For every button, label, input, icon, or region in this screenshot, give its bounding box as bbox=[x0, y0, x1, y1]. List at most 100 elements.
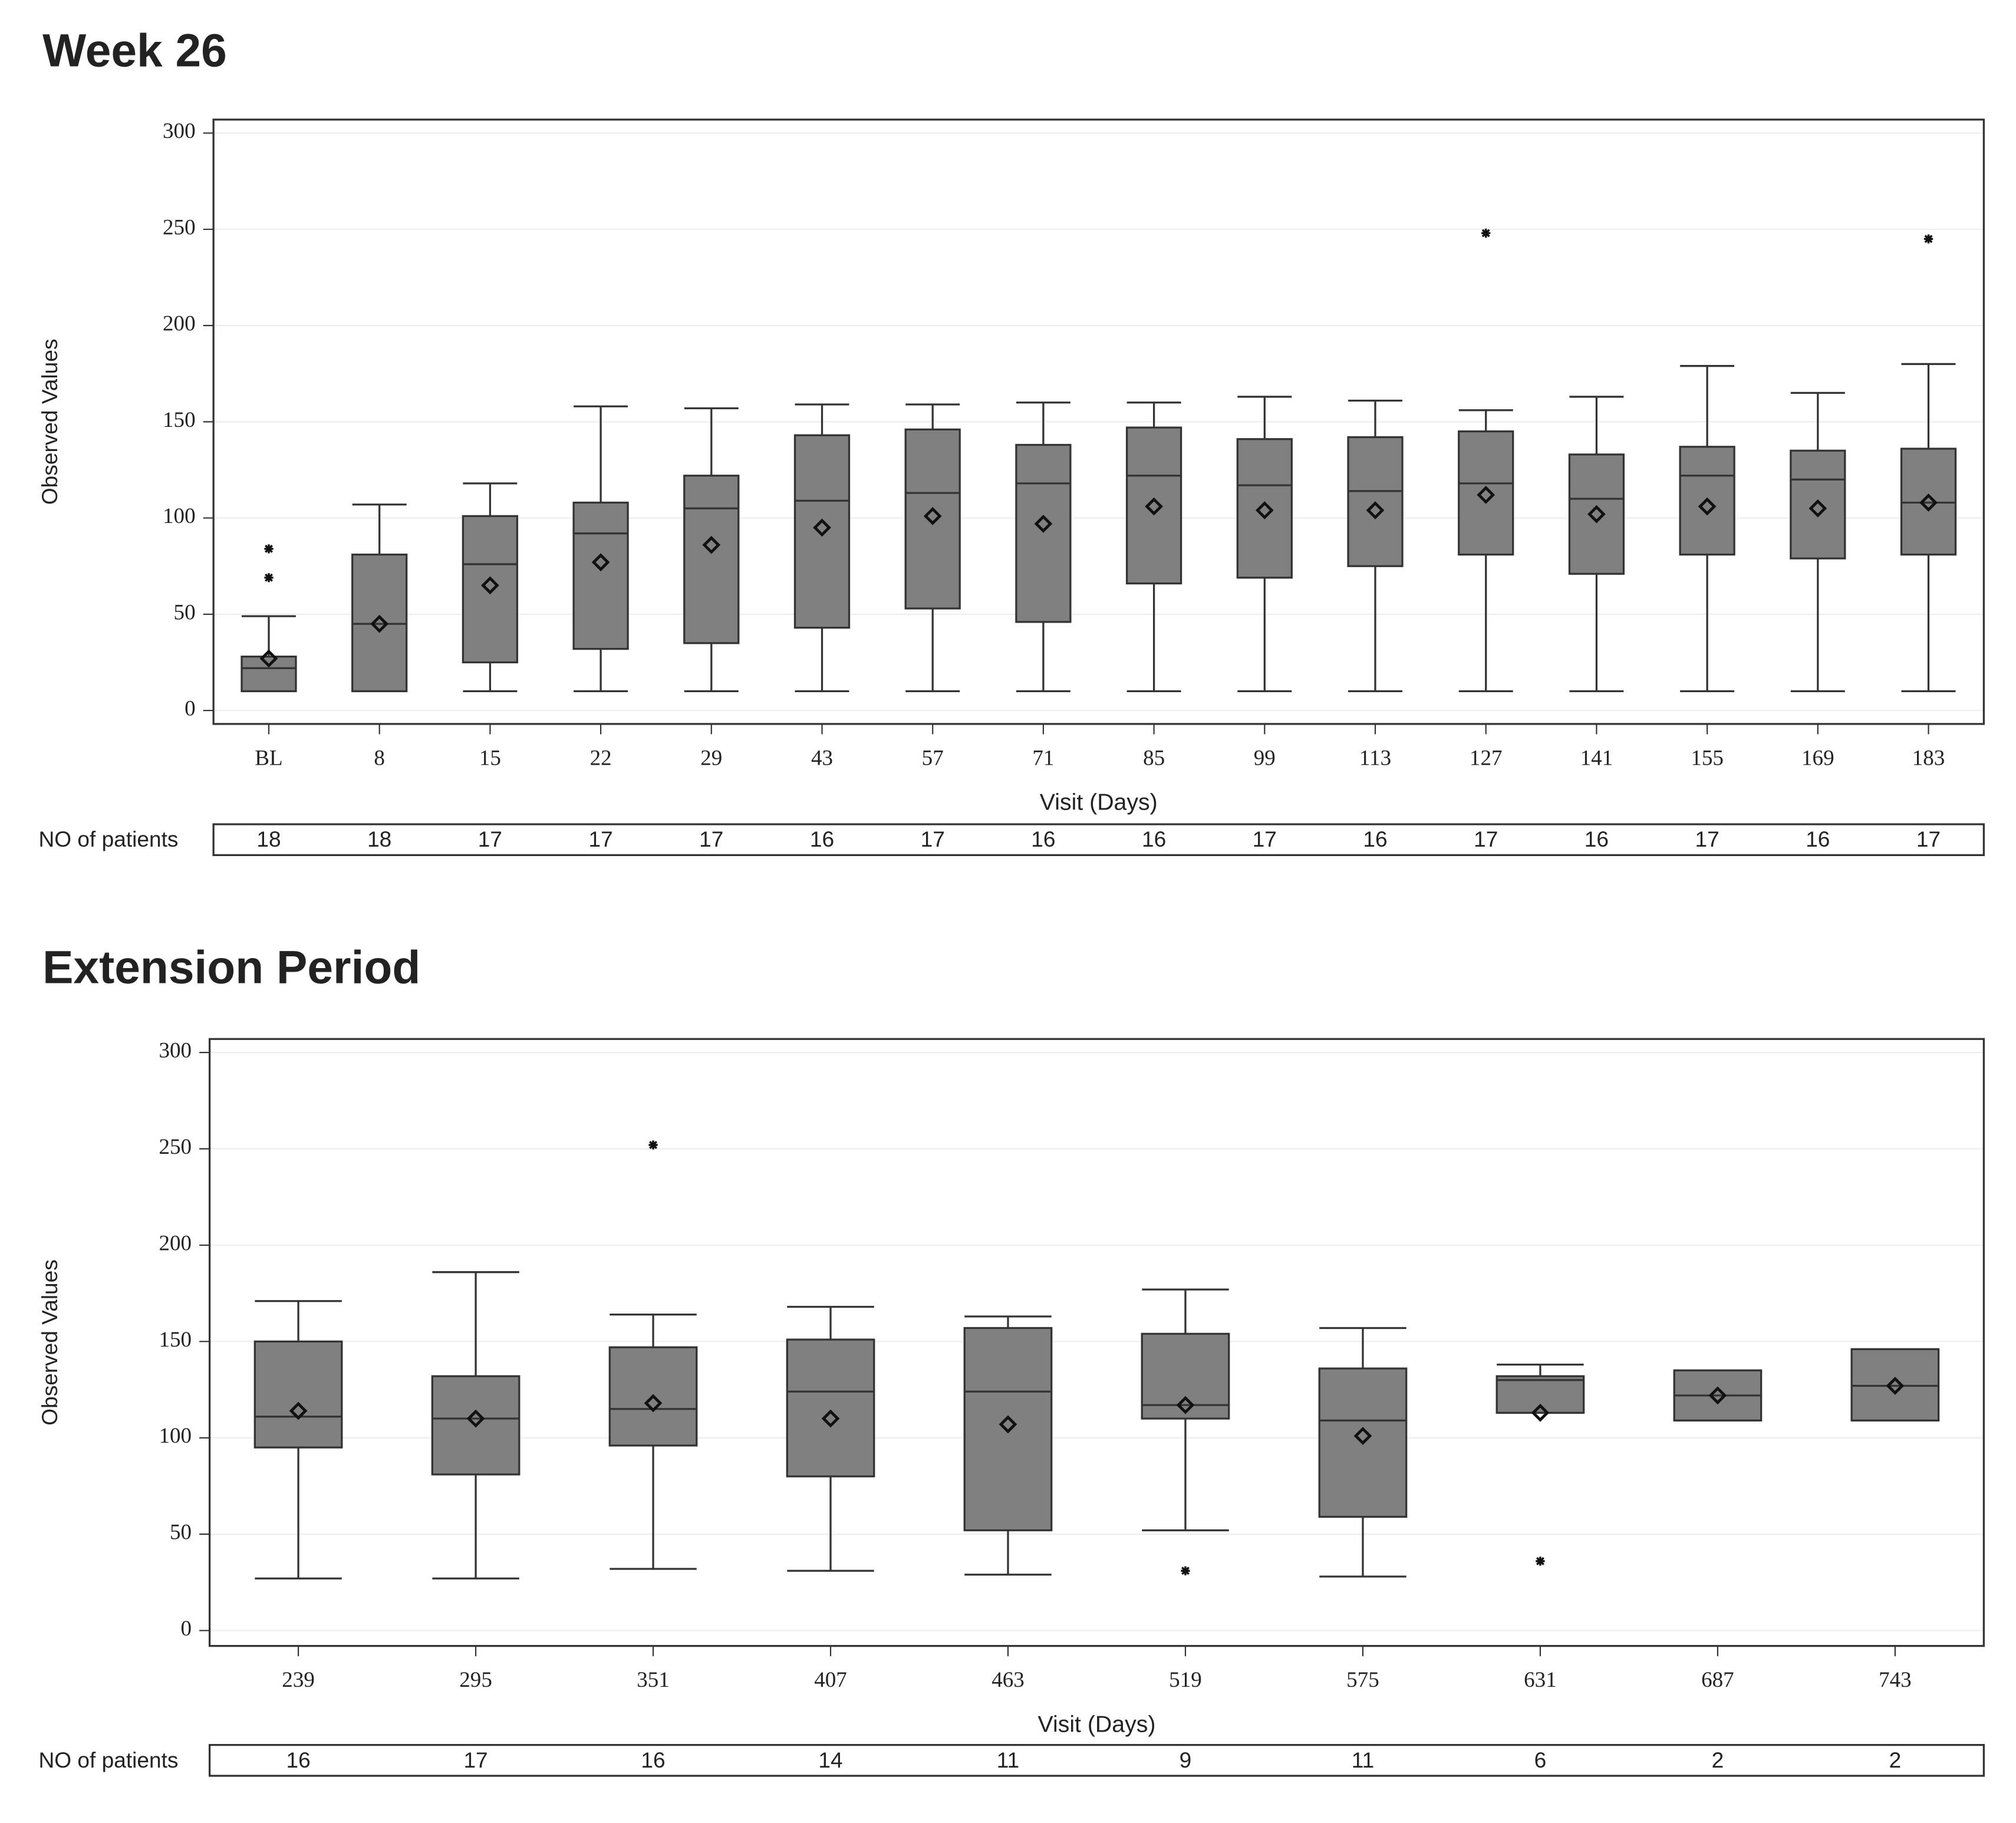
mean-marker bbox=[1034, 514, 1053, 533]
box bbox=[1015, 443, 1072, 623]
table-frame bbox=[212, 823, 1985, 856]
mean-marker bbox=[370, 614, 389, 633]
table-value: 2 bbox=[1712, 1748, 1724, 1772]
x-tick-label: 463 bbox=[991, 1668, 1025, 1692]
table-value: 16 bbox=[1585, 827, 1609, 851]
x-tick-label: 85 bbox=[1143, 746, 1165, 770]
y-tick-label: 0 bbox=[185, 697, 196, 721]
y-tick-label: 300 bbox=[159, 1039, 192, 1063]
y-tick-label: 150 bbox=[163, 408, 196, 432]
x-tick-label: 351 bbox=[637, 1668, 670, 1692]
box-chart: Extension Period 0 50 100 150 200 250 300 Observ… bbox=[37, 941, 1985, 1777]
box bbox=[1790, 449, 1846, 560]
table-frame bbox=[208, 1743, 1985, 1777]
outlier bbox=[1536, 1557, 1545, 1566]
mean-marker bbox=[1531, 1403, 1550, 1422]
x-tick-label: 687 bbox=[1701, 1668, 1734, 1692]
mean-marker bbox=[1366, 501, 1385, 519]
y-tick-label: 200 bbox=[159, 1231, 192, 1255]
table-value: 16 bbox=[1142, 827, 1166, 851]
table-value: 16 bbox=[1363, 827, 1387, 851]
y-tick-label: 200 bbox=[163, 312, 196, 336]
chart-title: Week 26 bbox=[42, 24, 227, 76]
plot-frame bbox=[208, 1038, 1985, 1647]
table-value: 17 bbox=[588, 827, 612, 851]
mean-marker bbox=[1255, 501, 1274, 519]
outlier bbox=[264, 544, 274, 554]
x-tick-label: 15 bbox=[479, 746, 501, 770]
y-tick-label: 250 bbox=[159, 1135, 192, 1159]
table-value: 16 bbox=[810, 827, 834, 851]
outlier bbox=[1481, 228, 1491, 238]
y-tick-label: 250 bbox=[163, 215, 196, 239]
mean-marker bbox=[923, 506, 942, 525]
y-tick-label: 300 bbox=[163, 119, 196, 143]
y-tick-label: 100 bbox=[163, 504, 196, 528]
mean-marker bbox=[1886, 1377, 1905, 1395]
box bbox=[462, 515, 519, 664]
box bbox=[253, 1340, 343, 1449]
outlier bbox=[648, 1140, 658, 1150]
table-value: 17 bbox=[1695, 827, 1719, 851]
x-tick-label: 519 bbox=[1169, 1668, 1202, 1692]
mean-marker bbox=[644, 1394, 663, 1413]
x-axis-label: Visit (Days) bbox=[1040, 789, 1158, 815]
mean-marker bbox=[466, 1409, 485, 1428]
x-tick-label: 127 bbox=[1470, 746, 1503, 770]
y-tick-label: 150 bbox=[159, 1328, 192, 1352]
table-value: 17 bbox=[1253, 827, 1277, 851]
x-tick-label: 575 bbox=[1346, 1668, 1379, 1692]
box bbox=[1458, 430, 1514, 556]
table-value: 14 bbox=[818, 1748, 842, 1772]
box bbox=[793, 434, 851, 629]
outlier bbox=[1923, 234, 1933, 243]
table-value: 17 bbox=[1916, 827, 1941, 851]
box bbox=[904, 428, 961, 610]
table-value: 17 bbox=[1474, 827, 1498, 851]
mean-marker bbox=[1176, 1396, 1195, 1414]
x-tick-label: 239 bbox=[282, 1668, 315, 1692]
y-axis-label: Observed Values bbox=[37, 1259, 62, 1426]
y-tick-label: 50 bbox=[170, 1521, 192, 1545]
box bbox=[1679, 446, 1735, 556]
table-value: 17 bbox=[478, 827, 502, 851]
y-tick-label: 50 bbox=[174, 600, 196, 624]
table-value: 2 bbox=[1889, 1748, 1902, 1772]
mean-marker bbox=[1477, 486, 1495, 504]
mean-marker bbox=[1145, 497, 1163, 516]
table-value: 16 bbox=[286, 1748, 310, 1772]
x-tick-label: 71 bbox=[1032, 746, 1054, 770]
box bbox=[1125, 426, 1182, 585]
mean-marker bbox=[481, 576, 499, 595]
box bbox=[1236, 438, 1293, 579]
table-value: 11 bbox=[997, 1748, 1019, 1772]
table-value: 16 bbox=[1031, 827, 1055, 851]
x-tick-label: 169 bbox=[1801, 746, 1834, 770]
x-tick-label: 141 bbox=[1580, 746, 1613, 770]
x-tick-label: 57 bbox=[922, 746, 944, 770]
mean-marker bbox=[813, 518, 831, 537]
x-tick-label: 183 bbox=[1912, 746, 1945, 770]
mean-marker bbox=[1809, 499, 1827, 518]
x-tick-label: BL bbox=[255, 746, 282, 770]
box bbox=[572, 501, 629, 650]
x-tick-label: 22 bbox=[590, 746, 612, 770]
mean-marker bbox=[999, 1415, 1017, 1434]
x-tick-label: 8 bbox=[374, 746, 385, 770]
outlier bbox=[1181, 1566, 1190, 1575]
y-tick-label: 100 bbox=[159, 1424, 192, 1448]
box bbox=[683, 475, 740, 644]
mean-marker bbox=[1698, 497, 1717, 516]
y-tick-label: 0 bbox=[181, 1617, 192, 1641]
box bbox=[241, 656, 297, 693]
plot-frame bbox=[212, 119, 1985, 725]
mean-marker bbox=[1587, 505, 1606, 524]
x-tick-label: 29 bbox=[700, 746, 722, 770]
box bbox=[1568, 453, 1625, 575]
x-tick-label: 43 bbox=[811, 746, 833, 770]
x-tick-label: 99 bbox=[1254, 746, 1276, 770]
table-value: 11 bbox=[1352, 1748, 1374, 1772]
mean-marker bbox=[1919, 493, 1938, 512]
